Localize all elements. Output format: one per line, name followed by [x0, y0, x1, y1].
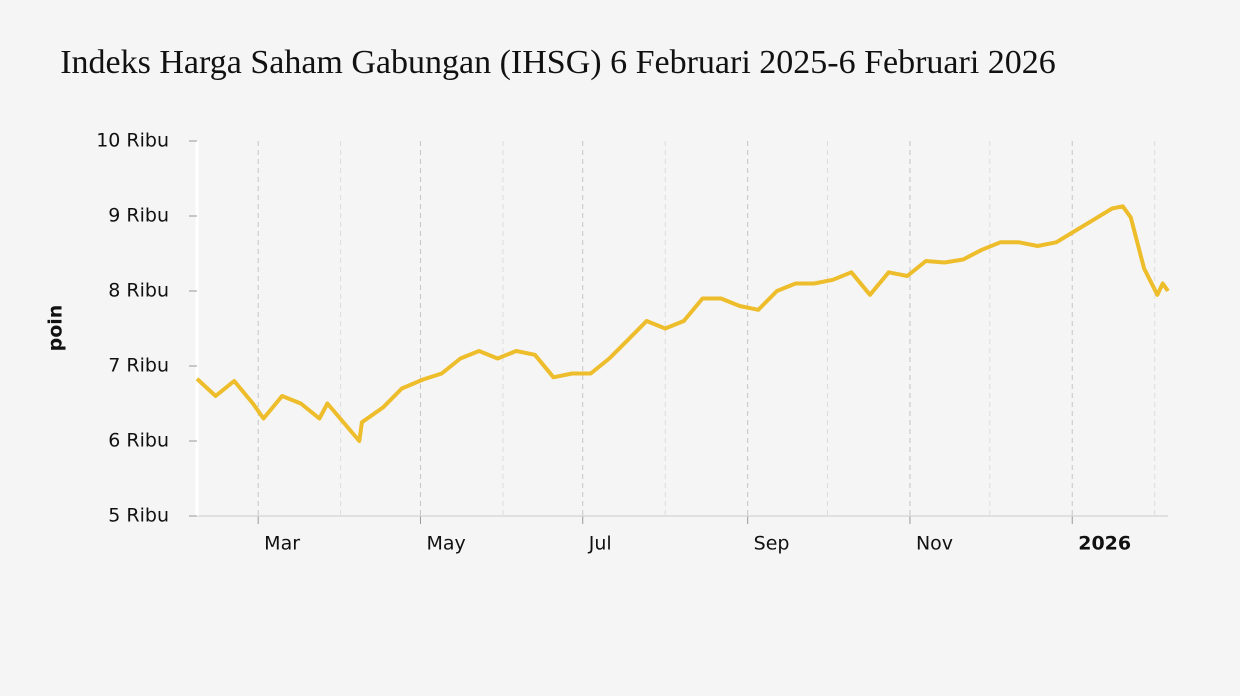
y-axis-label: poin — [45, 305, 67, 352]
line — [195, 204, 1170, 443]
chart-title: Indeks Harga Saham Gabungan (IHSG) 6 Feb… — [60, 44, 1056, 81]
x-tick-label: 2026 — [1078, 533, 1131, 555]
x-tick-label: Nov — [916, 533, 953, 555]
y-tick-label: 9 Ribu — [108, 205, 169, 227]
y-tick-label: 8 Ribu — [108, 280, 169, 302]
x-tick-label: May — [426, 533, 465, 555]
y-tick-label: 10 Ribu — [96, 130, 169, 152]
y-tick-label: 7 Ribu — [108, 355, 169, 377]
x-tick-label: Mar — [264, 533, 300, 555]
x-tick-label: Sep — [754, 533, 790, 555]
y-tick-label: 6 Ribu — [108, 430, 169, 452]
x-tick-label: Jul — [588, 533, 612, 555]
y-tick-label: 5 Ribu — [108, 505, 169, 527]
